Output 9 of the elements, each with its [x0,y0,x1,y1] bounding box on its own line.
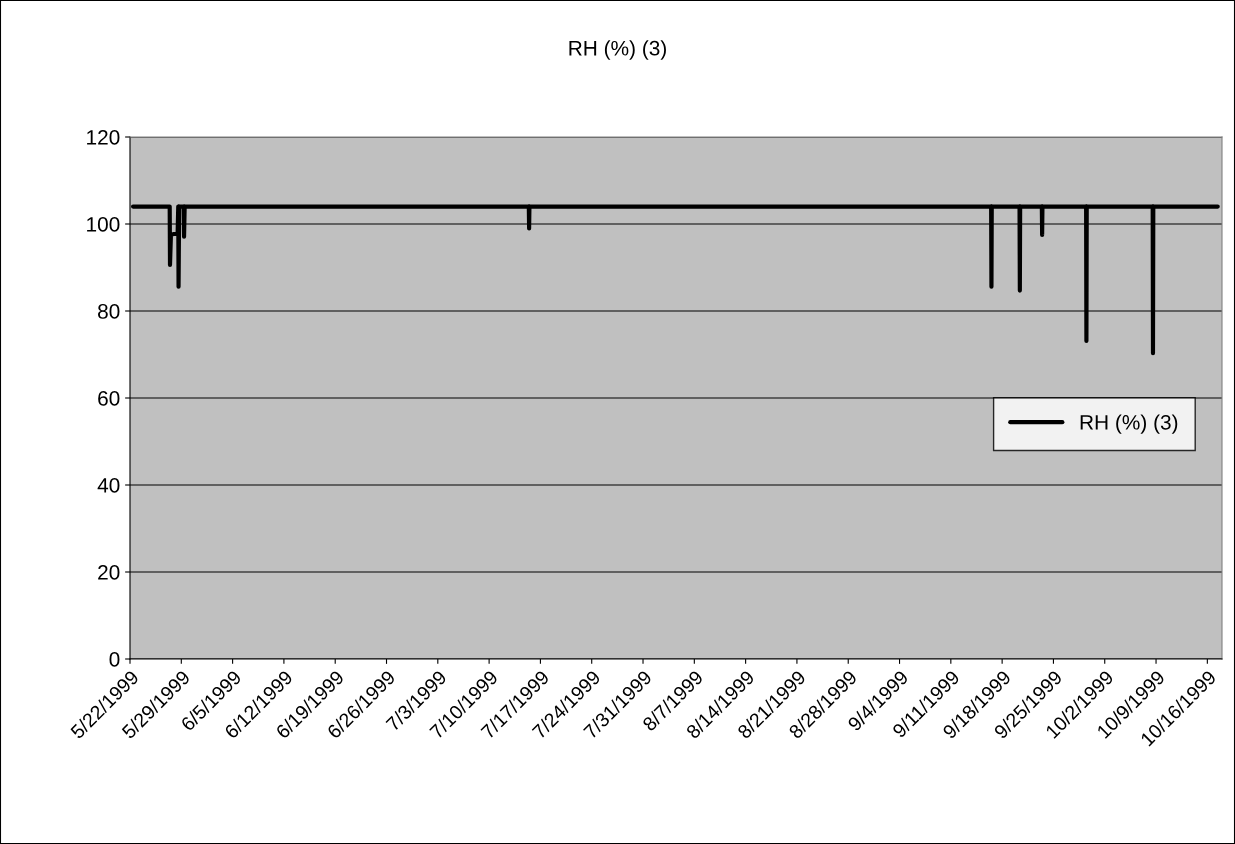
chart-title: RH (%) (3) [569,40,666,60]
y-tick-label: 20 [98,565,120,580]
y-tick-label: 120 [87,130,120,145]
y-tick-label: 80 [98,304,120,319]
y-tick-label: 0 [109,652,120,667]
y-tick-label: 60 [98,391,120,406]
y-tick-label: 100 [87,217,120,232]
y-tick-label: 40 [97,478,120,493]
legend-label: RH (%) (3) [1080,414,1178,434]
